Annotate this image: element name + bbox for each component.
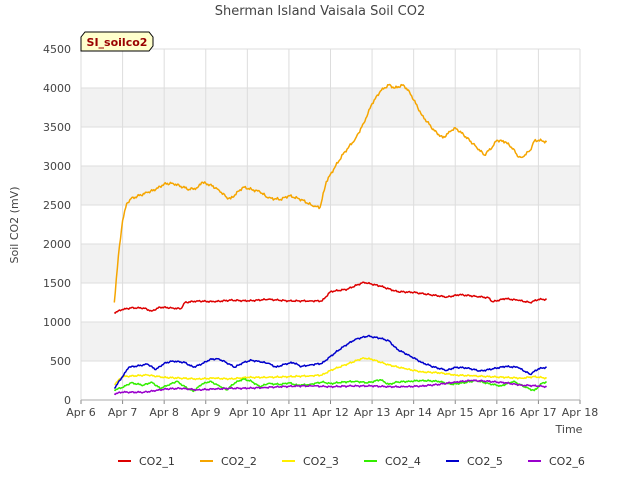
chart-title: Sherman Island Vaisala Soil CO2 xyxy=(215,4,425,19)
x-tick-label: Apr 13 xyxy=(354,406,391,419)
gridlines xyxy=(80,48,581,401)
series-layer xyxy=(113,83,548,396)
x-tick-label: Apr 14 xyxy=(395,406,432,419)
x-tick-label: Apr 10 xyxy=(229,406,266,419)
y-tick-label: 2500 xyxy=(43,199,71,212)
series-line-co2_3 xyxy=(114,357,547,386)
x-tick-label: Apr 7 xyxy=(108,406,138,419)
series-line-co2_5 xyxy=(113,334,547,389)
x-tick-label: Apr 12 xyxy=(312,406,349,419)
y-tick-label: 500 xyxy=(50,355,71,368)
legend-label: CO2_3 xyxy=(303,455,339,468)
series-line-co2_1 xyxy=(113,281,547,314)
y-tick-label: 1500 xyxy=(43,277,71,290)
legend-item-co2_1: CO2_1 xyxy=(118,455,175,468)
legend: CO2_1 CO2_2 CO2_3 CO2_4 CO2_5 CO2_6 xyxy=(118,455,585,468)
y-tick-label: 4000 xyxy=(43,82,71,95)
legend-label: CO2_6 xyxy=(549,455,585,468)
legend-item-co2_4: CO2_4 xyxy=(364,455,421,468)
y-tick-label: 1000 xyxy=(43,316,71,329)
dataset-badge: SI_soilco2 xyxy=(80,31,154,52)
x-tick-label: Apr 8 xyxy=(149,406,179,419)
legend-label: CO2_4 xyxy=(385,455,421,468)
y-tick-label: 4500 xyxy=(43,43,71,56)
y-tick-label: 2000 xyxy=(43,238,71,251)
badge-box xyxy=(80,31,154,52)
legend-item-co2_6: CO2_6 xyxy=(528,455,585,468)
y-tick-label: 0 xyxy=(64,394,71,407)
y-tick-label: 3500 xyxy=(43,121,71,134)
legend-item-co2_5: CO2_5 xyxy=(446,455,503,468)
x-tick-label: Apr 9 xyxy=(191,406,221,419)
legend-label: CO2_5 xyxy=(467,455,503,468)
x-tick-label: Apr 6 xyxy=(66,406,96,419)
legend-label: CO2_2 xyxy=(221,455,257,468)
x-tick-label: Apr 11 xyxy=(271,406,308,419)
axes: 0 500 1000 1500 2000 2500 3000 3500 4000 4500 Apr … xyxy=(43,43,598,419)
x-tick-label: Apr 18 xyxy=(562,406,599,419)
legend-label: CO2_1 xyxy=(139,455,175,468)
x-tick-label: Apr 17 xyxy=(520,406,557,419)
y-tick-label: 3000 xyxy=(43,160,71,173)
series-line-co2_2 xyxy=(113,83,548,303)
x-axis-label: Time xyxy=(555,423,583,436)
legend-item-co2_3: CO2_3 xyxy=(282,455,339,468)
x-tick-label: Apr 15 xyxy=(437,406,474,419)
x-tick-label: Apr 16 xyxy=(479,406,516,419)
series-line-co2_6 xyxy=(113,379,547,396)
y-axis-label: Soil CO2 (mV) xyxy=(8,187,21,264)
badge-label: SI_soilco2 xyxy=(87,36,148,49)
legend-item-co2_2: CO2_2 xyxy=(200,455,257,468)
